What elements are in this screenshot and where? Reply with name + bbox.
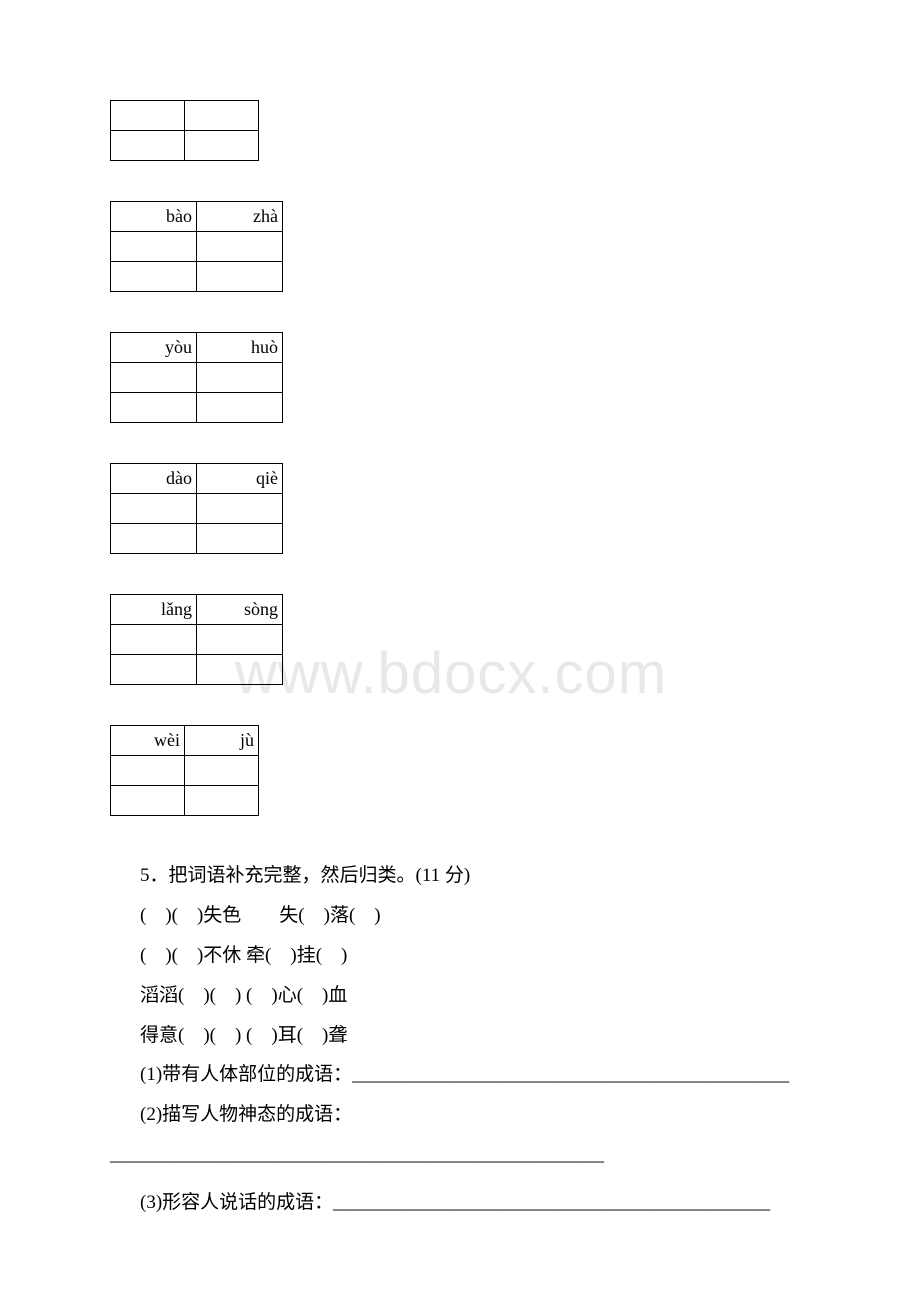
table-row (111, 524, 283, 554)
table-row: dàoqiè (111, 464, 283, 494)
table-row: wèijù (111, 726, 259, 756)
sub-question-3: (3)形容人说话的成语：____________________________… (110, 1183, 920, 1223)
table-row: yòuhuò (111, 333, 283, 363)
pinyin-table-1: bàozhà (110, 201, 283, 292)
table-cell (197, 494, 283, 524)
sub1-blank: ________________________________________… (352, 1064, 789, 1085)
table-cell (197, 262, 283, 292)
table-cell: zhà (197, 202, 283, 232)
table-row (111, 655, 283, 685)
table-cell: huò (197, 333, 283, 363)
table-row: lǎngsòng (111, 595, 283, 625)
table-cell (197, 393, 283, 423)
table-row (111, 494, 283, 524)
table-cell (111, 393, 197, 423)
table-cell: yòu (111, 333, 197, 363)
table-cell (185, 101, 259, 131)
table-cell (185, 131, 259, 161)
pinyin-table-3: dàoqiè (110, 463, 283, 554)
sub2-label: (2)描写人物神态的成语： (140, 1104, 352, 1125)
table-cell (111, 363, 197, 393)
pinyin-table-2: yòuhuò (110, 332, 283, 423)
table-cell (111, 262, 197, 292)
table-row: bàozhà (111, 202, 283, 232)
table-cell (111, 786, 185, 816)
sub3-blank: ________________________________________… (333, 1192, 770, 1213)
pinyin-table-0 (110, 100, 259, 161)
sub-question-2-label: (2)描写人物神态的成语： (110, 1095, 920, 1135)
table-row (111, 393, 283, 423)
table-row (111, 101, 259, 131)
table-row (111, 232, 283, 262)
table-row (111, 625, 283, 655)
table-cell (197, 625, 283, 655)
sub2-blank: ________________________________________… (110, 1144, 604, 1165)
fill-line-2: ( )( )不休 牵( )挂( ) (110, 936, 920, 976)
table-cell: sòng (197, 595, 283, 625)
fill-line-4: 得意( )( ) ( )耳( )聋 (110, 1016, 920, 1056)
table-cell (111, 232, 197, 262)
table-cell: bào (111, 202, 197, 232)
table-cell (111, 524, 197, 554)
sub-question-1: (1)带有人体部位的成语：___________________________… (110, 1055, 920, 1095)
table-cell (197, 524, 283, 554)
table-cell: wèi (111, 726, 185, 756)
tables-container: bàozhà yòuhuò dàoqiè lǎngsòng wèijù (110, 100, 920, 816)
table-row (111, 131, 259, 161)
table-cell (197, 363, 283, 393)
table-cell (111, 756, 185, 786)
table-cell (185, 756, 259, 786)
document-content: bàozhà yòuhuò dàoqiè lǎngsòng wèijù 5．把词语补充完… (110, 100, 920, 1223)
question-title: 5．把词语补充完整，然后归类。(11 分) (110, 856, 920, 896)
sub1-label: (1)带有人体部位的成语： (140, 1064, 352, 1085)
table-cell: jù (185, 726, 259, 756)
fill-line-1: ( )( )失色 失( )落( ) (110, 896, 920, 936)
fill-line-3: 滔滔( )( ) ( )心( )血 (110, 976, 920, 1016)
table-cell (111, 131, 185, 161)
table-cell: lǎng (111, 595, 197, 625)
table-cell (197, 232, 283, 262)
table-row (111, 756, 259, 786)
sub-question-2-blank: ________________________________________… (110, 1135, 920, 1175)
table-cell (111, 655, 197, 685)
table-cell (185, 786, 259, 816)
table-cell (197, 655, 283, 685)
table-cell: qiè (197, 464, 283, 494)
pinyin-table-4: lǎngsòng (110, 594, 283, 685)
table-row (111, 363, 283, 393)
table-cell (111, 494, 197, 524)
table-cell (111, 101, 185, 131)
table-cell: dào (111, 464, 197, 494)
table-row (111, 786, 259, 816)
sub3-label: (3)形容人说话的成语： (140, 1192, 333, 1213)
table-row (111, 262, 283, 292)
table-cell (111, 625, 197, 655)
pinyin-table-5: wèijù (110, 725, 259, 816)
